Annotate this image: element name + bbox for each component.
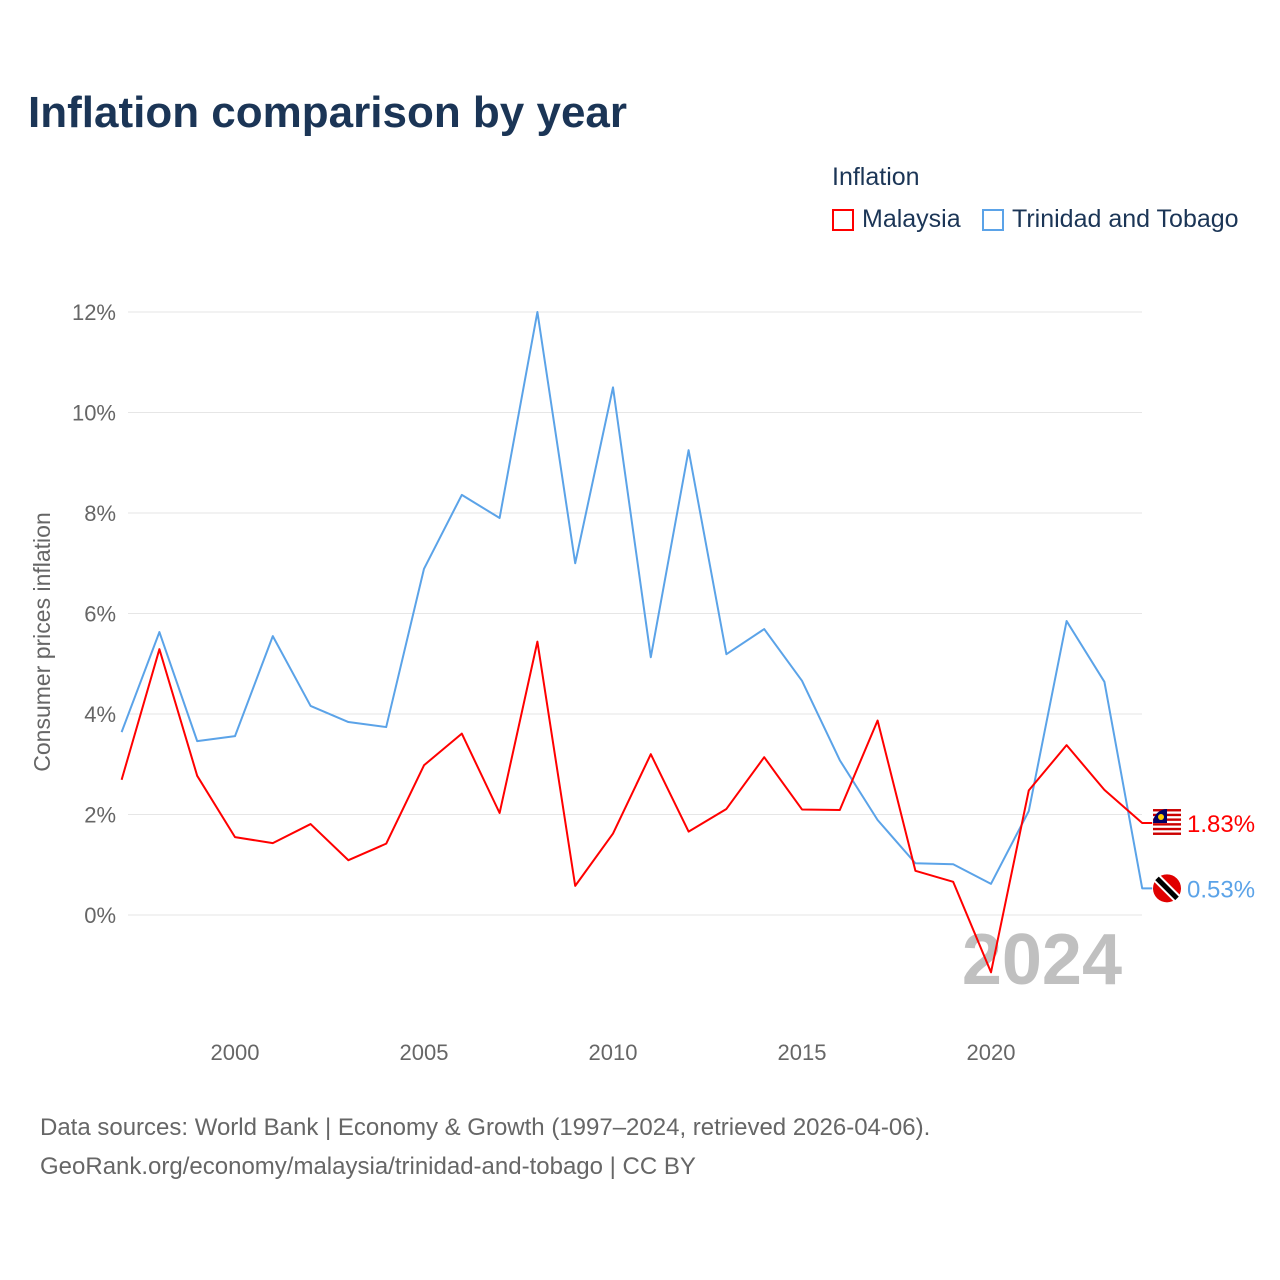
x-tick-label: 2015	[778, 1040, 827, 1065]
legend-title: Inflation	[832, 163, 920, 191]
end-value-label: 0.53%	[1187, 876, 1255, 903]
legend-label: Trinidad and Tobago	[1012, 205, 1239, 233]
y-tick-label: 12%	[72, 300, 116, 325]
chart-title: Inflation comparison by year	[28, 88, 628, 137]
footer: Data sources: World Bank | Economy & Gro…	[40, 1108, 930, 1186]
legend-swatch	[832, 208, 854, 231]
y-tick-label: 4%	[84, 702, 116, 727]
legend-item-malaysia[interactable]: Malaysia	[832, 205, 961, 234]
year-watermark: 2024	[962, 920, 1122, 1000]
y-axis-label: Consumer prices inflation	[29, 512, 55, 772]
legend-label: Malaysia	[862, 205, 961, 233]
y-tick-label: 10%	[72, 401, 116, 426]
x-tick-label: 2020	[967, 1040, 1016, 1065]
footer-source: Data sources: World Bank | Economy & Gro…	[40, 1114, 931, 1141]
x-tick-label: 2005	[400, 1040, 449, 1065]
legend-swatch	[982, 208, 1004, 231]
y-tick-label: 8%	[84, 501, 116, 526]
flag-stripe	[1155, 876, 1179, 901]
x-tick-label: 2000	[211, 1040, 260, 1065]
y-tick-label: 0%	[84, 903, 116, 928]
series-line-trinidad-and-tobago	[120, 311, 1153, 890]
end-value-label: 1.83%	[1187, 811, 1255, 838]
x-tick-label: 2010	[589, 1040, 638, 1065]
flag-malaysia-icon	[1153, 809, 1181, 835]
footer-link[interactable]: GeoRank.org/economy/malaysia/trinidad-an…	[40, 1153, 696, 1180]
y-tick-label: 6%	[84, 602, 116, 627]
y-tick-label: 2%	[84, 803, 116, 828]
legend-item-trinidad[interactable]: Trinidad and Tobago	[982, 205, 1239, 234]
series-line-malaysia	[120, 640, 1153, 974]
